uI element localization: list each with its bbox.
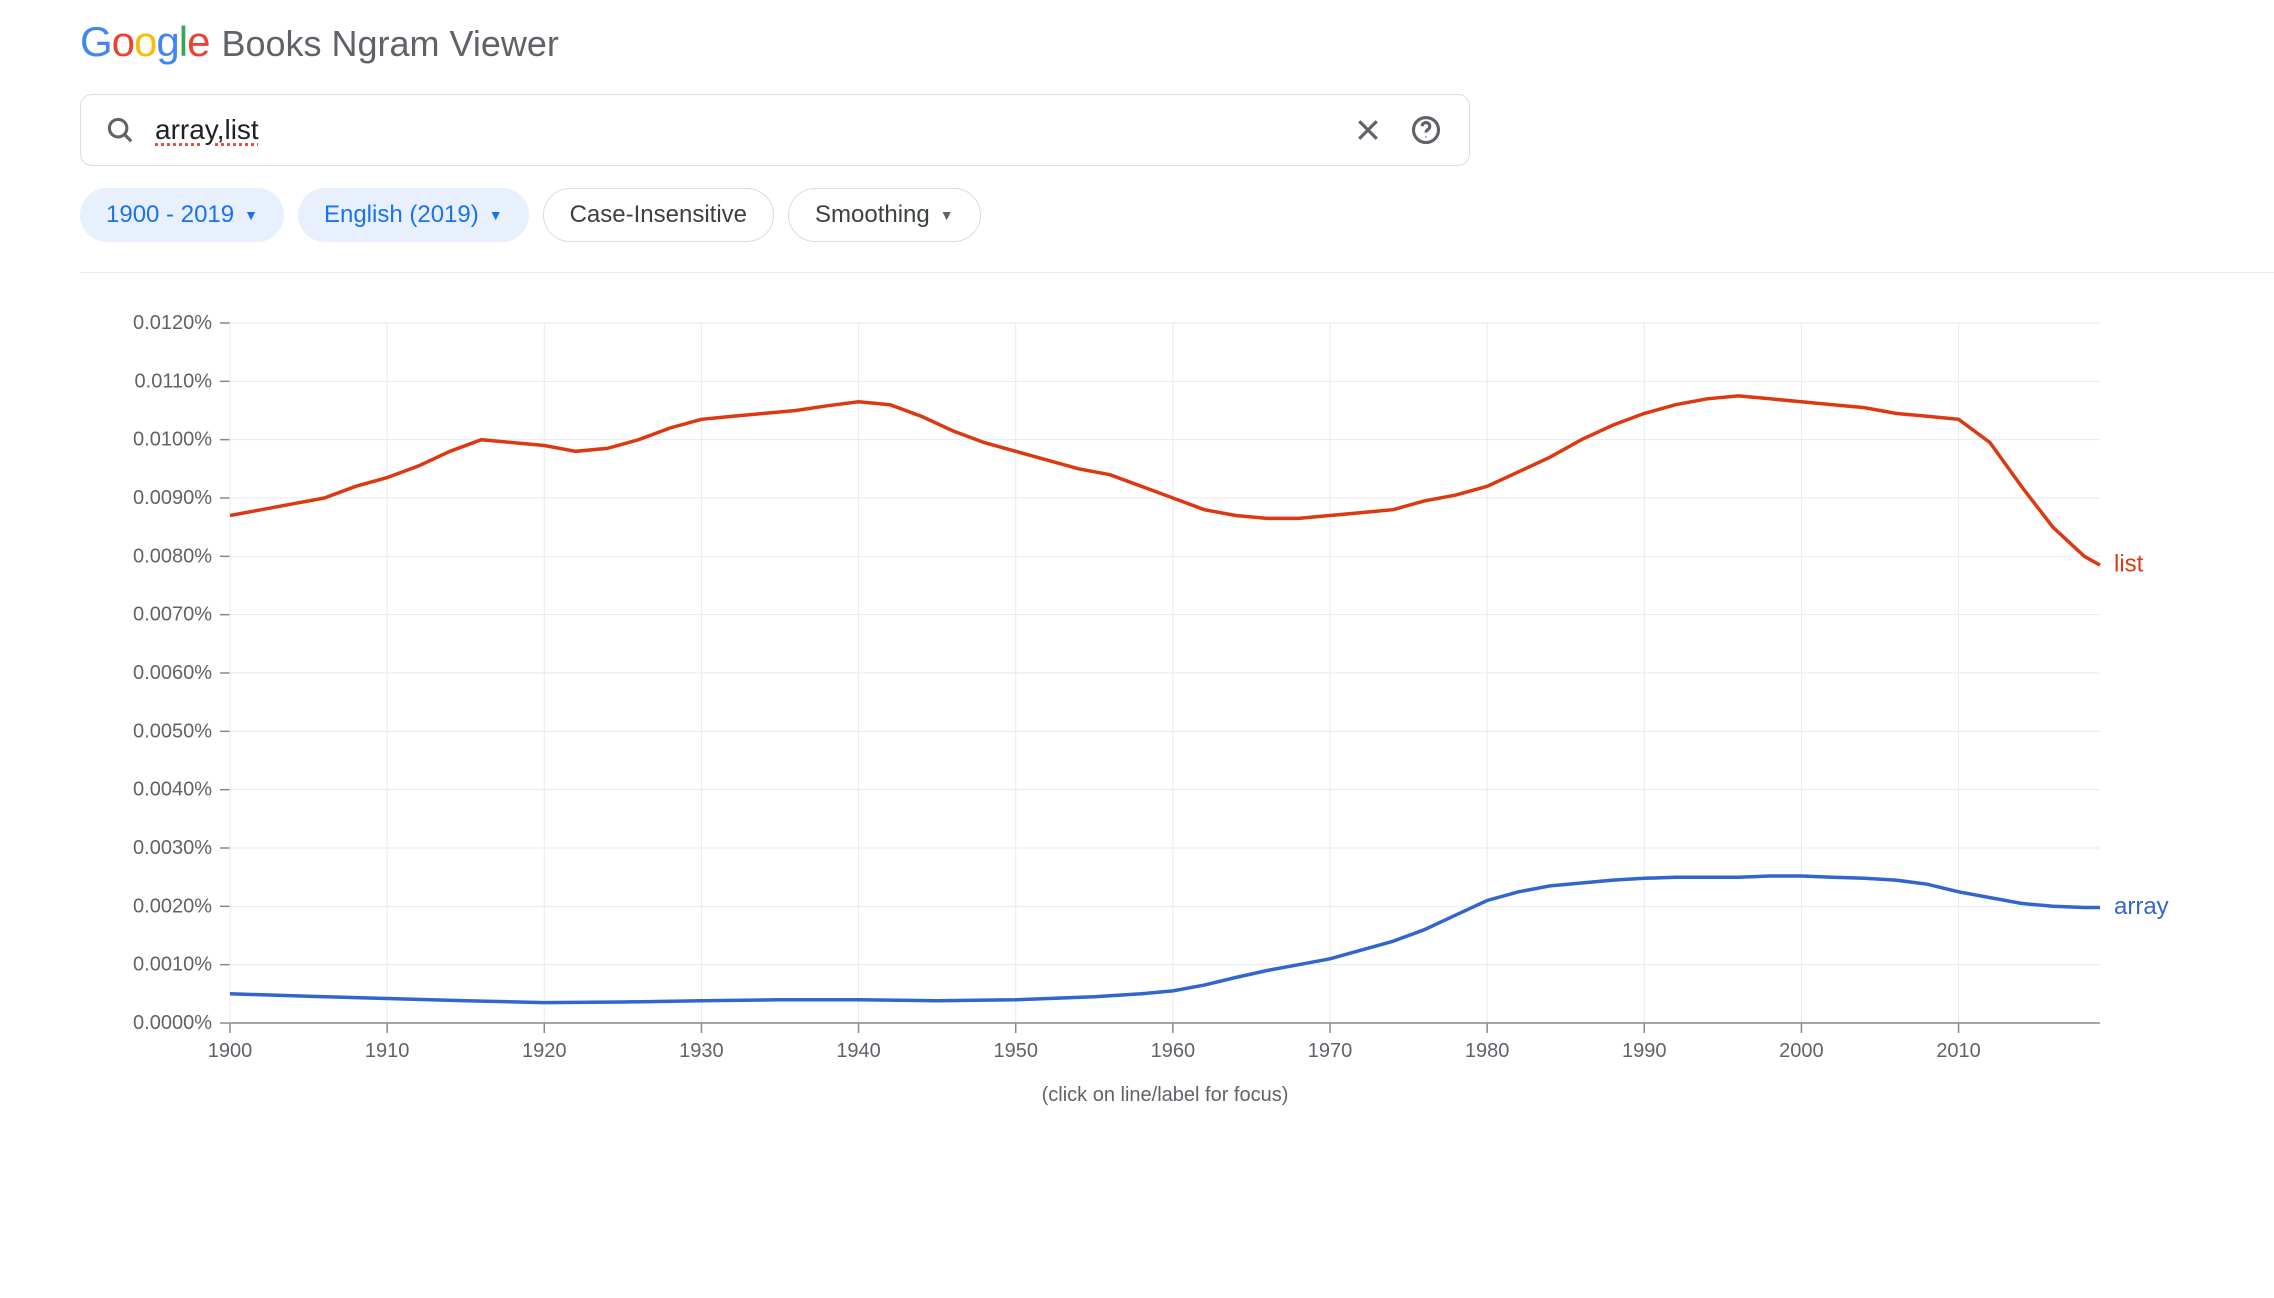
svg-text:0.0010%: 0.0010%: [133, 954, 212, 976]
google-logo[interactable]: Google: [80, 18, 209, 66]
chevron-down-icon: ▼: [489, 207, 503, 223]
svg-text:1930: 1930: [679, 1040, 724, 1062]
filters-row: 1900 - 2019 ▼ English (2019) ▼ Case-Inse…: [80, 188, 2274, 273]
svg-text:0.0060%: 0.0060%: [133, 662, 212, 684]
svg-text:0.0020%: 0.0020%: [133, 895, 212, 917]
help-icon: [1411, 115, 1441, 145]
svg-text:0.0090%: 0.0090%: [133, 487, 212, 509]
search-box: [80, 94, 1470, 166]
corpus-chip[interactable]: English (2019) ▼: [298, 188, 529, 242]
series-label-list[interactable]: list: [2114, 550, 2144, 577]
svg-text:0.0100%: 0.0100%: [133, 429, 212, 451]
svg-text:1910: 1910: [365, 1040, 410, 1062]
svg-text:1980: 1980: [1465, 1040, 1510, 1062]
series-line-list[interactable]: [230, 396, 2100, 565]
series-label-array[interactable]: array: [2114, 893, 2169, 920]
svg-text:1950: 1950: [993, 1040, 1038, 1062]
svg-text:1940: 1940: [836, 1040, 881, 1062]
corpus-label: English (2019): [324, 201, 479, 229]
svg-text:0.0080%: 0.0080%: [133, 545, 212, 567]
smoothing-label: Smoothing: [815, 201, 930, 229]
search-icon: [105, 115, 135, 145]
line-chart[interactable]: 0.0000% 0.0010% 0.0020% 0.0030% 0.0040% 0.005…: [80, 313, 2180, 1143]
help-button[interactable]: [1407, 111, 1445, 149]
product-name: Books Ngram Viewer: [221, 23, 558, 65]
svg-text:0.0050%: 0.0050%: [133, 720, 212, 742]
chart-hint: (click on line/label for focus): [1042, 1084, 1289, 1106]
search-row: [80, 94, 2274, 166]
svg-text:1990: 1990: [1622, 1040, 1667, 1062]
svg-text:2010: 2010: [1936, 1040, 1981, 1062]
svg-text:1900: 1900: [208, 1040, 253, 1062]
svg-text:2000: 2000: [1779, 1040, 1824, 1062]
chart-container: 0.0000% 0.0010% 0.0020% 0.0030% 0.0040% 0.005…: [80, 313, 2180, 1213]
clear-button[interactable]: [1349, 111, 1387, 149]
svg-text:1970: 1970: [1308, 1040, 1353, 1062]
case-label: Case-Insensitive: [570, 201, 747, 229]
svg-text:1920: 1920: [522, 1040, 567, 1062]
year-range-chip[interactable]: 1900 - 2019 ▼: [80, 188, 284, 242]
chevron-down-icon: ▼: [940, 207, 954, 223]
chevron-down-icon: ▼: [244, 207, 258, 223]
logo-row: Google Books Ngram Viewer: [80, 18, 2274, 66]
svg-text:0.0000%: 0.0000%: [133, 1012, 212, 1034]
svg-text:0.0110%: 0.0110%: [135, 370, 213, 392]
svg-text:0.0030%: 0.0030%: [133, 837, 212, 859]
svg-text:0.0070%: 0.0070%: [133, 604, 212, 626]
svg-text:1960: 1960: [1151, 1040, 1196, 1062]
series-line-array[interactable]: [230, 876, 2100, 1003]
search-input[interactable]: [155, 114, 1329, 146]
case-chip[interactable]: Case-Insensitive: [543, 188, 774, 242]
year-range-label: 1900 - 2019: [106, 201, 234, 229]
svg-text:0.0120%: 0.0120%: [133, 313, 212, 334]
smoothing-chip[interactable]: Smoothing ▼: [788, 188, 981, 242]
close-icon: [1353, 115, 1383, 145]
header: Google Books Ngram Viewer: [0, 0, 2274, 66]
svg-text:0.0040%: 0.0040%: [133, 779, 212, 801]
